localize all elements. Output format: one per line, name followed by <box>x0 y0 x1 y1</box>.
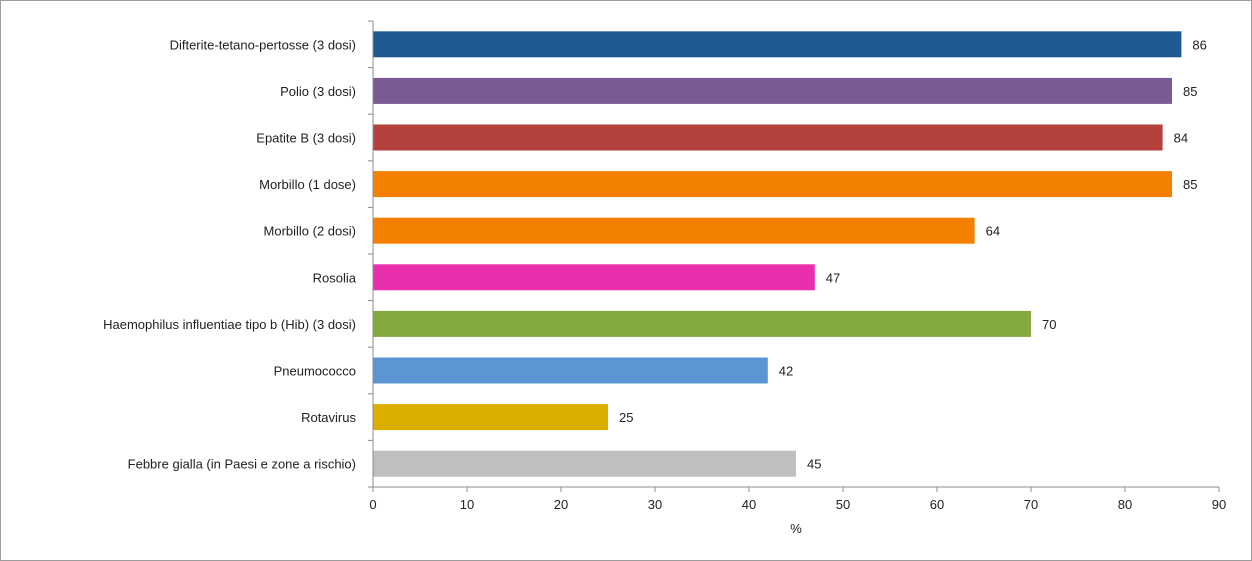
data-label: 84 <box>1174 131 1188 146</box>
bar <box>373 77 1172 104</box>
x-tick-label: 90 <box>1212 497 1226 512</box>
x-tick-label: 30 <box>648 497 662 512</box>
category-label: Polio (3 dosi) <box>280 84 356 99</box>
x-tick-label: 20 <box>554 497 568 512</box>
bar <box>373 171 1172 198</box>
labels-layer: Difterite-tetano-pertosse (3 dosi) 86 Poli… <box>103 20 1226 512</box>
category-label: Rotavirus <box>301 410 356 425</box>
bar <box>373 124 1163 151</box>
bar <box>373 404 608 431</box>
category-label: Rosolia <box>313 270 357 285</box>
x-axis-title: % <box>790 521 802 536</box>
x-tick-label: 50 <box>836 497 850 512</box>
x-tick-label: 80 <box>1118 497 1132 512</box>
bar <box>373 357 768 384</box>
data-label: 47 <box>826 270 840 285</box>
x-tick-label: 60 <box>930 497 944 512</box>
category-label: Pneumococco <box>274 364 356 379</box>
category-label: Haemophilus influentiae tipo b (Hib) (3 … <box>103 317 356 332</box>
data-label: 85 <box>1183 84 1197 99</box>
x-tick-label: 70 <box>1024 497 1038 512</box>
category-label: Epatite B (3 dosi) <box>256 131 356 146</box>
bar <box>373 31 1182 58</box>
category-label: Difterite-tetano-pertosse (3 dosi) <box>170 37 356 52</box>
bar <box>373 264 815 291</box>
data-label: 42 <box>779 364 793 379</box>
bar <box>373 450 796 477</box>
data-label: 70 <box>1042 317 1056 332</box>
category-label: Febbre gialla (in Paesi e zone a rischio… <box>128 457 356 472</box>
x-tick-label: 40 <box>742 497 756 512</box>
data-label: 45 <box>807 457 821 472</box>
data-label: 25 <box>619 410 633 425</box>
data-label: 86 <box>1192 37 1206 52</box>
bar <box>373 310 1031 337</box>
bars-layer <box>373 31 1182 477</box>
category-label: Morbillo (2 dosi) <box>264 224 356 239</box>
category-label: Morbillo (1 dose) <box>259 177 356 192</box>
data-label: 64 <box>986 224 1000 239</box>
x-tick-label: 10 <box>460 497 474 512</box>
bar <box>373 217 975 244</box>
x-tick-label: 0 <box>369 497 376 512</box>
data-label: 85 <box>1183 177 1197 192</box>
